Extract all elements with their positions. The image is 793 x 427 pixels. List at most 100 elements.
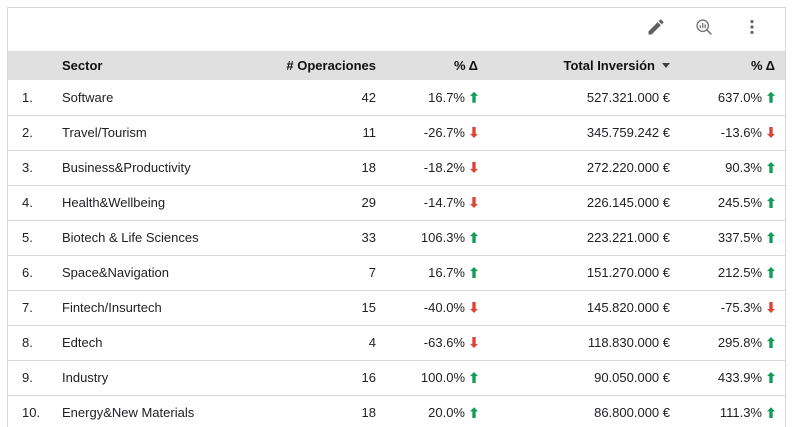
trend-arrow-icon: [470, 407, 478, 419]
ops-delta-value: 20.0%: [428, 405, 465, 421]
inv-delta-value: 337.5%: [717, 230, 762, 245]
row-index: 2.: [8, 115, 62, 151]
trend-arrow-icon: [767, 337, 775, 348]
column-header-index: [8, 51, 62, 80]
edit-button[interactable]: [645, 19, 667, 41]
table-row[interactable]: 1. Software 42 16.7% 527.321.000 € 637.0…: [8, 80, 785, 116]
sector-table: Sector # Operaciones % Δ Total Inversión…: [8, 51, 785, 427]
investment-cell: 145.820.000 €: [488, 290, 686, 326]
ops-delta-cell: 106.3%: [386, 220, 488, 256]
operations-cell: 11: [280, 115, 386, 151]
trend-arrow-icon: [767, 91, 775, 103]
inv-delta-value: 295.8%: [717, 335, 762, 350]
sector-cell: Biotech & Life Sciences: [62, 220, 280, 256]
inv-delta-cell: 90.3%: [686, 150, 785, 186]
ops-delta-cell: 16.7%: [386, 255, 488, 291]
trend-arrow-icon: [470, 302, 478, 313]
row-index: 10.: [8, 395, 62, 427]
ops-delta-cell: 16.7%: [386, 80, 488, 116]
trend-arrow-icon: [767, 407, 775, 419]
investment-cell: 345.759.242 €: [488, 115, 686, 151]
trend-arrow-icon: [470, 232, 478, 243]
explore-icon: [694, 17, 714, 42]
ops-delta-value: 106.3%: [420, 230, 465, 245]
inv-delta-value: 90.3%: [725, 160, 762, 175]
operations-cell: 42: [280, 80, 386, 116]
inv-delta-cell: 337.5%: [686, 220, 785, 256]
ops-delta-value: 100.0%: [420, 370, 465, 385]
column-header-operations[interactable]: # Operaciones: [280, 51, 386, 80]
table-row[interactable]: 2. Travel/Tourism 11 -26.7% 345.759.242 …: [8, 115, 785, 151]
ops-delta-value: -14.7%: [423, 195, 465, 210]
investment-cell: 226.145.000 €: [488, 185, 686, 221]
ops-delta-value: -18.2%: [423, 160, 465, 175]
table-row[interactable]: 3. Business&Productivity 18 -18.2% 272.2…: [8, 150, 785, 186]
table-row[interactable]: 8. Edtech 4 -63.6% 118.830.000 € 295.8%: [8, 325, 785, 361]
investment-cell: 527.321.000 €: [488, 80, 686, 116]
more-options-button[interactable]: [741, 19, 763, 41]
row-index: 3.: [8, 150, 62, 186]
sort-descending-icon: [662, 63, 670, 68]
column-header-ops-delta[interactable]: % Δ: [386, 51, 488, 80]
trend-arrow-icon: [470, 162, 478, 173]
table-row[interactable]: 7. Fintech/Insurtech 15 -40.0% 145.820.0…: [8, 290, 785, 326]
sector-cell: Energy&New Materials: [62, 395, 280, 427]
investment-cell: 151.270.000 €: [488, 255, 686, 291]
operations-cell: 29: [280, 185, 386, 221]
sector-cell: Space&Navigation: [62, 255, 280, 291]
row-index: 4.: [8, 185, 62, 221]
table-row[interactable]: 5. Biotech & Life Sciences 33 106.3% 223…: [8, 220, 785, 256]
investment-cell: 86.800.000 €: [488, 395, 686, 427]
ops-delta-value: -63.6%: [423, 335, 465, 350]
investment-cell: 118.830.000 €: [488, 325, 686, 361]
investment-cell: 223.221.000 €: [488, 220, 686, 256]
sector-cell: Travel/Tourism: [62, 115, 280, 151]
more-options-icon: [742, 17, 762, 42]
inv-delta-cell: 295.8%: [686, 325, 785, 361]
table-row[interactable]: 10. Energy&New Materials 18 20.0% 86.800…: [8, 395, 785, 427]
ops-delta-cell: -18.2%: [386, 150, 488, 186]
inv-delta-value: 245.5%: [717, 195, 762, 210]
column-header-investment[interactable]: Total Inversión: [488, 51, 686, 80]
inv-delta-cell: 245.5%: [686, 185, 785, 221]
row-index: 5.: [8, 220, 62, 256]
ops-delta-cell: 100.0%: [386, 360, 488, 396]
trend-arrow-icon: [767, 127, 775, 138]
table-row[interactable]: 9. Industry 16 100.0% 90.050.000 € 433.9…: [8, 360, 785, 396]
column-header-sector[interactable]: Sector: [62, 51, 280, 80]
table-header-row: Sector # Operaciones % Δ Total Inversión…: [8, 51, 785, 80]
trend-arrow-icon: [470, 127, 478, 138]
operations-cell: 33: [280, 220, 386, 256]
table-row[interactable]: 4. Health&Wellbeing 29 -14.7% 226.145.00…: [8, 185, 785, 221]
ops-delta-value: -40.0%: [423, 300, 465, 315]
ops-delta-cell: 20.0%: [386, 395, 488, 427]
column-header-inv-delta[interactable]: % Δ: [686, 51, 785, 80]
trend-arrow-icon: [470, 372, 478, 383]
ops-delta-cell: -26.7%: [386, 115, 488, 151]
inv-delta-cell: -75.3%: [686, 290, 785, 326]
table-row[interactable]: 6. Space&Navigation 7 16.7% 151.270.000 …: [8, 255, 785, 291]
operations-cell: 7: [280, 255, 386, 291]
row-index: 9.: [8, 360, 62, 396]
edit-icon: [646, 17, 666, 42]
explore-button[interactable]: [693, 19, 715, 41]
trend-arrow-icon: [767, 162, 775, 173]
operations-cell: 15: [280, 290, 386, 326]
row-index: 6.: [8, 255, 62, 291]
trend-arrow-icon: [767, 302, 775, 313]
trend-arrow-icon: [767, 267, 775, 278]
ops-delta-value: 16.7%: [428, 265, 465, 280]
inv-delta-value: 212.5%: [717, 265, 762, 280]
inv-delta-cell: 212.5%: [686, 255, 785, 291]
trend-arrow-icon: [767, 232, 775, 243]
sector-cell: Industry: [62, 360, 280, 396]
inv-delta-cell: 111.3%: [686, 395, 785, 427]
table-chart-card: Sector # Operaciones % Δ Total Inversión…: [7, 7, 786, 427]
operations-cell: 4: [280, 325, 386, 361]
sector-cell: Business&Productivity: [62, 150, 280, 186]
inv-delta-value: 433.9%: [717, 370, 762, 385]
investment-cell: 90.050.000 €: [488, 360, 686, 396]
trend-arrow-icon: [767, 197, 775, 208]
ops-delta-value: -26.7%: [423, 125, 465, 140]
investment-cell: 272.220.000 €: [488, 150, 686, 186]
